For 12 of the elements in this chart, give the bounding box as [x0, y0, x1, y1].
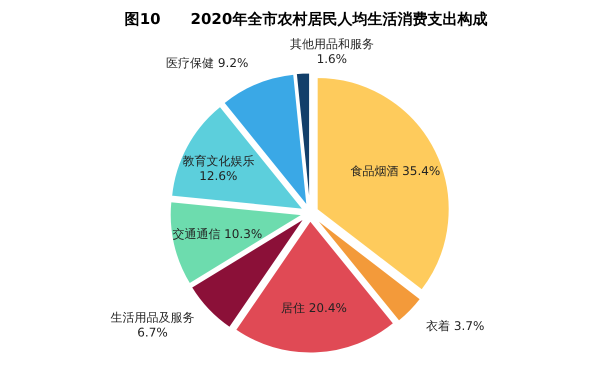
slice-label: 食品烟酒 35.4%: [350, 164, 440, 178]
data-label: 6.7%: [137, 326, 168, 340]
slice-label: 衣着 3.7%: [426, 319, 484, 334]
slice-label: 生活用品及服务: [110, 310, 195, 325]
data-label: 1.6%: [316, 52, 348, 66]
data-label: 12.6%: [199, 168, 238, 183]
slice-label: 其他用品和服务: [290, 37, 374, 52]
chart-title: 图10 2020年全市农村居民人均生活消费支出构成: [124, 10, 488, 28]
slice-label: 居住 20.4%: [280, 301, 347, 316]
slice-label: 医疗保健 9.2%: [166, 56, 248, 70]
slice-label: 交通通信 10.3%: [172, 227, 262, 242]
slice-label: 教育文化娱乐: [182, 154, 254, 168]
